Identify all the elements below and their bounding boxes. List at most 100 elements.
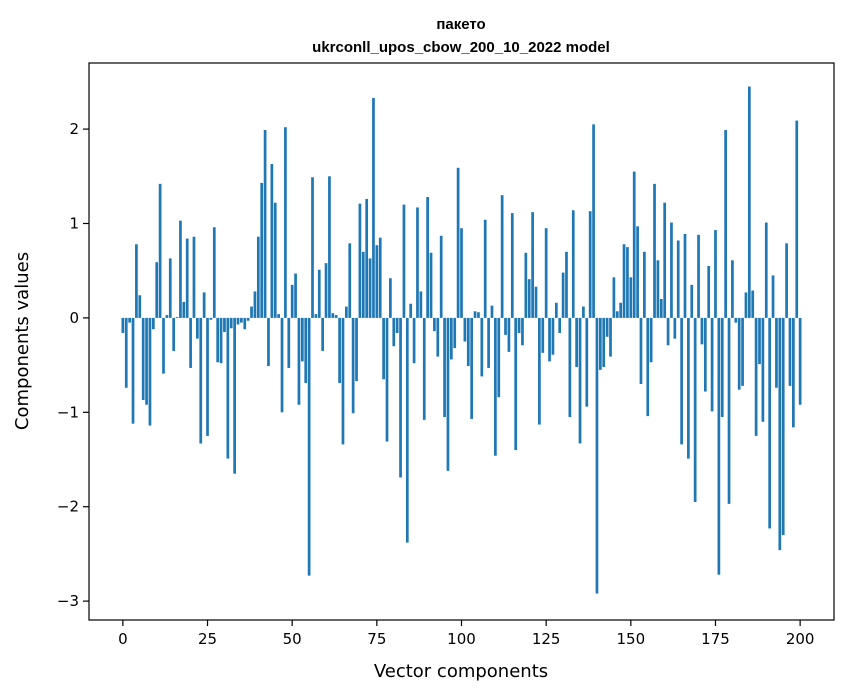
bar-151 (632, 171, 636, 318)
bar-119 (524, 252, 528, 318)
bar-168 (690, 284, 694, 318)
bar-143 (605, 317, 609, 337)
bar-111 (497, 317, 501, 398)
bar-62 (331, 313, 335, 318)
bar-23 (199, 317, 203, 444)
bar-5 (138, 295, 142, 318)
bar-180 (731, 260, 734, 318)
bar-135 (578, 317, 582, 444)
x-tick-label: 125 (532, 630, 561, 648)
bar-78 (385, 317, 389, 442)
bar-51 (294, 273, 297, 318)
bar-176 (717, 317, 721, 575)
bar-87 (416, 207, 419, 318)
y-tick-label: 0 (69, 309, 79, 327)
x-axis-label: Vector components (374, 661, 548, 682)
y-tick-label: −1 (57, 403, 79, 421)
bar-80 (392, 317, 396, 347)
bar-107 (483, 219, 487, 318)
bar-52 (297, 317, 301, 405)
x-axis-ticks: 0 25 50 75 100 125 150 175 200 (118, 620, 814, 648)
x-tick-label: 100 (447, 630, 476, 648)
bar-92 (433, 317, 436, 332)
bar-164 (676, 240, 680, 318)
bar-18 (182, 301, 186, 318)
bar-91 (429, 252, 433, 318)
x-tick-label: 150 (616, 630, 645, 648)
bar-166 (683, 233, 687, 318)
bar-86 (412, 317, 416, 364)
bar-188 (758, 317, 761, 365)
bar-38 (250, 306, 253, 318)
bar-2 (128, 317, 131, 323)
bar-15 (172, 317, 176, 351)
bar-9 (151, 317, 155, 330)
bar-37 (246, 317, 250, 321)
bar-71 (361, 251, 365, 318)
bar-179 (727, 317, 731, 504)
bar-94 (439, 235, 443, 318)
bar-76 (378, 237, 382, 318)
bar-199 (795, 120, 799, 318)
bar-130 (561, 272, 565, 318)
bar-3 (131, 317, 135, 424)
y-tick-label: −3 (57, 592, 79, 610)
bar-99 (456, 167, 460, 318)
bar-160 (663, 202, 667, 318)
bar-69 (355, 317, 358, 382)
bar-72 (365, 198, 369, 318)
bar-31 (226, 317, 230, 459)
bar-109 (490, 305, 494, 318)
bar-106 (480, 317, 484, 377)
x-tick-label: 50 (283, 630, 302, 648)
bar-66 (345, 306, 348, 318)
bar-118 (521, 317, 524, 346)
bar-148 (622, 244, 626, 318)
bar-70 (358, 203, 362, 318)
bar-183 (741, 317, 744, 386)
bar-146 (615, 311, 619, 318)
bar-125 (544, 228, 548, 318)
bar-191 (768, 317, 772, 529)
bar-8 (148, 317, 152, 426)
bar-123 (538, 317, 541, 425)
bar-24 (202, 292, 206, 318)
bar-45 (273, 202, 277, 318)
bar-136 (582, 306, 585, 318)
bar-170 (697, 234, 700, 318)
bar-88 (419, 291, 423, 318)
bar-159 (659, 299, 663, 318)
bar-44 (270, 164, 274, 318)
bar-147 (619, 302, 623, 318)
bar-27 (212, 227, 216, 318)
bar-112 (500, 195, 504, 318)
bar-196 (785, 243, 788, 318)
bar-133 (571, 210, 575, 318)
bar-34 (236, 317, 240, 325)
bar-124 (541, 317, 545, 353)
bar-79 (389, 278, 392, 318)
bar-53 (300, 317, 304, 362)
bar-173 (707, 265, 711, 318)
bar-157 (653, 183, 656, 318)
bar-4 (135, 244, 138, 318)
bar-161 (666, 317, 670, 346)
bar-116 (514, 317, 518, 451)
bar-192 (771, 275, 775, 318)
bar-172 (703, 317, 707, 392)
bar-49 (287, 317, 291, 368)
bar-162 (670, 222, 673, 318)
bar-96 (446, 317, 450, 471)
bar-140 (595, 317, 599, 594)
bars-group (121, 86, 802, 594)
bar-182 (737, 317, 741, 390)
bar-28 (216, 317, 220, 363)
bar-89 (422, 317, 426, 420)
bar-115 (510, 213, 514, 318)
plot-area-frame (88, 62, 835, 621)
bar-0 (121, 317, 125, 334)
bar-83 (402, 204, 406, 318)
bar-171 (700, 317, 704, 345)
bar-138 (588, 211, 592, 318)
bar-154 (643, 251, 646, 318)
